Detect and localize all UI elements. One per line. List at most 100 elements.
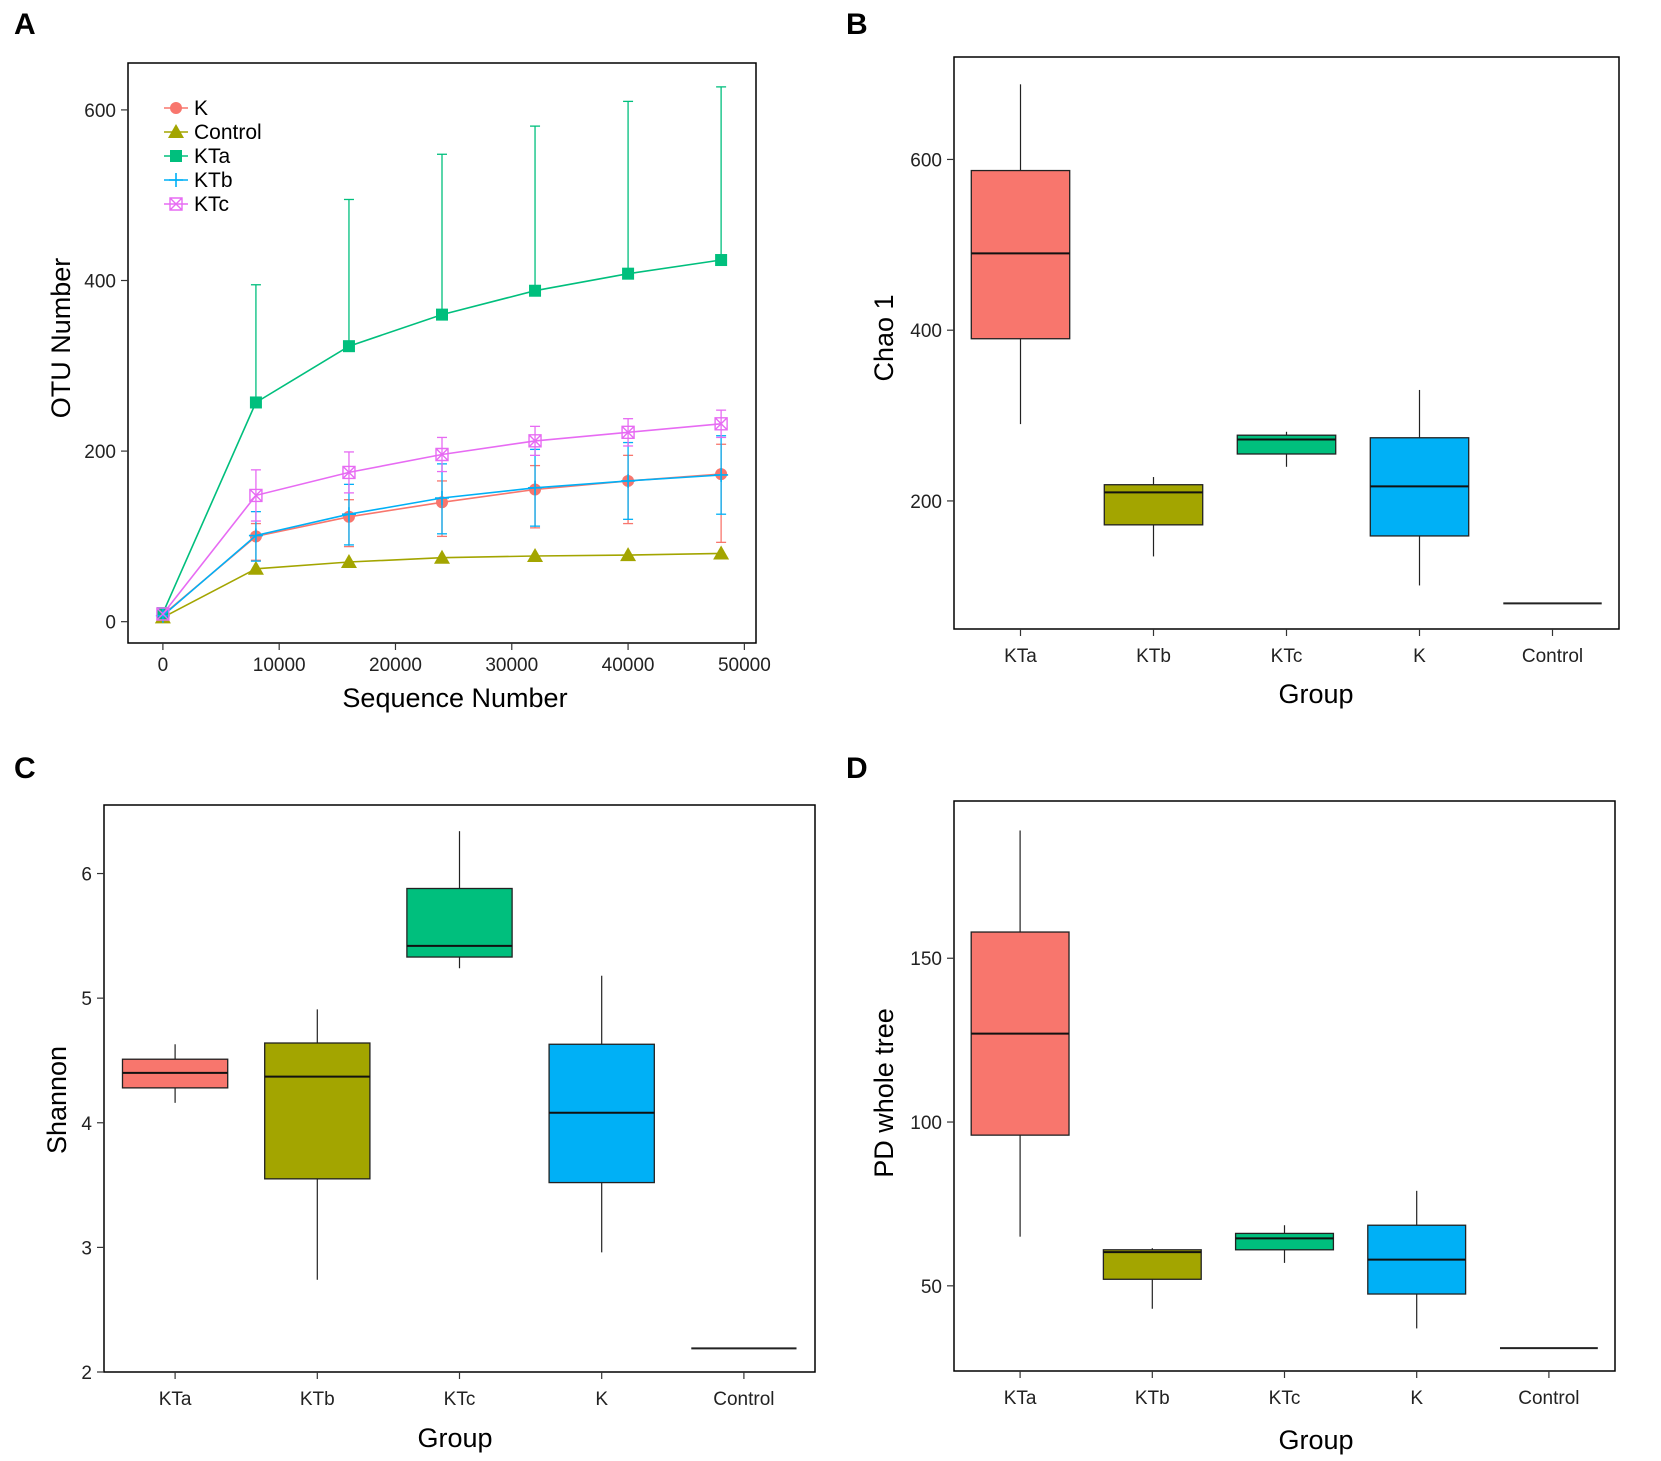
legend-label-Control: Control: [194, 121, 262, 144]
plot-frame-a: [127, 62, 757, 644]
x-tick-label-d: Control: [1518, 1388, 1579, 1409]
data-point-KTa: [529, 284, 542, 297]
chart-panel-d: 50 100 150 KTa KTb KTc K Control Group PD whole…: [869, 800, 1616, 1455]
legend-label-KTa: KTa: [194, 145, 231, 168]
y-tick-label-c: 3: [81, 1238, 92, 1259]
x-tick-label-d: KTb: [1135, 1388, 1170, 1409]
y-tick-label-c: 5: [81, 989, 92, 1010]
x-axis-title-a: Sequence Number: [342, 683, 567, 713]
x-axis-title-d: Group: [1278, 1425, 1353, 1455]
data-point-Control: [340, 553, 357, 568]
y-axis-title-a: OTU Number: [46, 258, 76, 419]
y-tick-label-a: 0: [105, 613, 116, 634]
y-tick-label-b: 600: [910, 150, 942, 171]
x-axis-title-b: Group: [1278, 679, 1353, 709]
x-tick-label-c: KTb: [300, 1389, 335, 1410]
data-point-KTa: [436, 308, 448, 321]
data-point-KTc: [714, 417, 728, 431]
x-tick-label-b: KTb: [1136, 646, 1171, 667]
y-tick-label-d: 50: [921, 1277, 942, 1298]
data-point-KTb: [341, 507, 356, 522]
data-point-KTc: [342, 465, 356, 480]
x-tick-label-c: KTa: [159, 1389, 192, 1410]
data-point-KTa: [249, 396, 262, 409]
y-tick-label-c: 6: [81, 865, 92, 886]
legend-marker-KTa: [170, 150, 182, 162]
x-tick-label-a: 20000: [369, 655, 422, 676]
x-tick-label-c: Control: [713, 1389, 774, 1410]
x-tick-label-a: 40000: [602, 655, 655, 676]
legend-label-KTc: KTc: [194, 193, 229, 216]
box-KTa: [970, 84, 1071, 425]
box-body-KTc: [1236, 434, 1337, 455]
data-point-KTa: [342, 340, 355, 353]
x-tick-label-d: KTc: [1269, 1388, 1301, 1409]
x-tick-label-a: 50000: [718, 655, 771, 676]
data-point-Control: [527, 548, 544, 562]
box-K: [548, 975, 655, 1253]
y-tick-label-a: 600: [84, 101, 116, 122]
data-point-KTb: [435, 491, 449, 505]
box-KTc: [1236, 431, 1337, 467]
box-body-KTb: [264, 1042, 371, 1180]
chart-panel-b: 200 400 600 KTa KTb KTc K Control Group Chao 1: [869, 56, 1620, 709]
y-tick-label-a: 400: [84, 272, 116, 293]
x-tick-label-b: K: [1413, 646, 1426, 667]
legend-item-K: K: [164, 97, 208, 120]
box-K: [1367, 1190, 1467, 1329]
data-point-KTc: [249, 488, 263, 503]
x-tick-label-b: Control: [1522, 646, 1583, 667]
x-tick-label-d: KTa: [1004, 1388, 1037, 1409]
y-tick-label-b: 200: [910, 492, 942, 513]
series-KTc: [156, 409, 728, 621]
data-point-KTb: [621, 473, 636, 488]
box-K: [1369, 389, 1470, 586]
legend-label-KTb: KTb: [194, 169, 233, 192]
box-body-KTa: [970, 169, 1071, 340]
x-tick-label-a: 10000: [253, 655, 306, 676]
data-point-KTc: [156, 607, 170, 621]
box-body-KTb: [1103, 484, 1204, 526]
y-tick-label-d: 100: [910, 1113, 942, 1134]
legend-label-K: K: [194, 97, 208, 120]
panel-letter-b: B: [846, 8, 868, 41]
legend-marker-K: [170, 102, 182, 114]
x-tick-label-c: K: [595, 1389, 608, 1410]
y-tick-label-b: 400: [910, 321, 942, 342]
legend-item-Control: Control: [164, 121, 262, 144]
x-axis-title-c: Group: [417, 1423, 492, 1453]
data-point-KTc: [528, 434, 542, 448]
y-tick-label-c: 4: [81, 1114, 92, 1135]
x-tick-label-d: K: [1410, 1388, 1423, 1409]
chart-panel-c: 2 3 4 5 6 KTa KTb KTc K Control Group Shannon: [42, 804, 816, 1453]
panel-letter-d: D: [846, 752, 868, 785]
box-body-KTc: [1234, 1232, 1335, 1251]
data-point-KTc: [435, 447, 449, 462]
y-tick-label-a: 200: [84, 442, 116, 463]
panel-letter-a: A: [14, 8, 36, 41]
box-KTc: [1234, 1225, 1335, 1263]
data-point-Control: [434, 549, 450, 564]
data-point-Control: [713, 545, 730, 560]
box-KTb: [1103, 477, 1204, 557]
series-KTa: [156, 86, 728, 620]
legend-marker-KTb: [169, 173, 183, 187]
data-point-KTb: [714, 467, 729, 482]
y-axis-title-b: Chao 1: [869, 294, 899, 381]
legend-marker-Control: [168, 124, 184, 138]
data-point-KTc: [621, 425, 635, 440]
data-point-KTa: [715, 254, 728, 267]
y-tick-label-d: 150: [910, 949, 942, 970]
legend-item-KTb: KTb: [164, 169, 233, 192]
x-tick-label-a: 30000: [485, 655, 538, 676]
data-point-KTb: [248, 528, 263, 543]
legend-marker-KTc: [169, 197, 183, 211]
x-tick-label-a: 0: [158, 655, 169, 676]
chart-panel-a: 0 10000 20000 30000 40000 50000 0 200 400 600 Seq…: [46, 62, 771, 713]
x-tick-label-b: KTa: [1004, 646, 1037, 667]
box-body-KTb: [1102, 1249, 1202, 1280]
data-point-KTa: [622, 267, 635, 280]
y-tick-label-c: 2: [81, 1363, 92, 1384]
